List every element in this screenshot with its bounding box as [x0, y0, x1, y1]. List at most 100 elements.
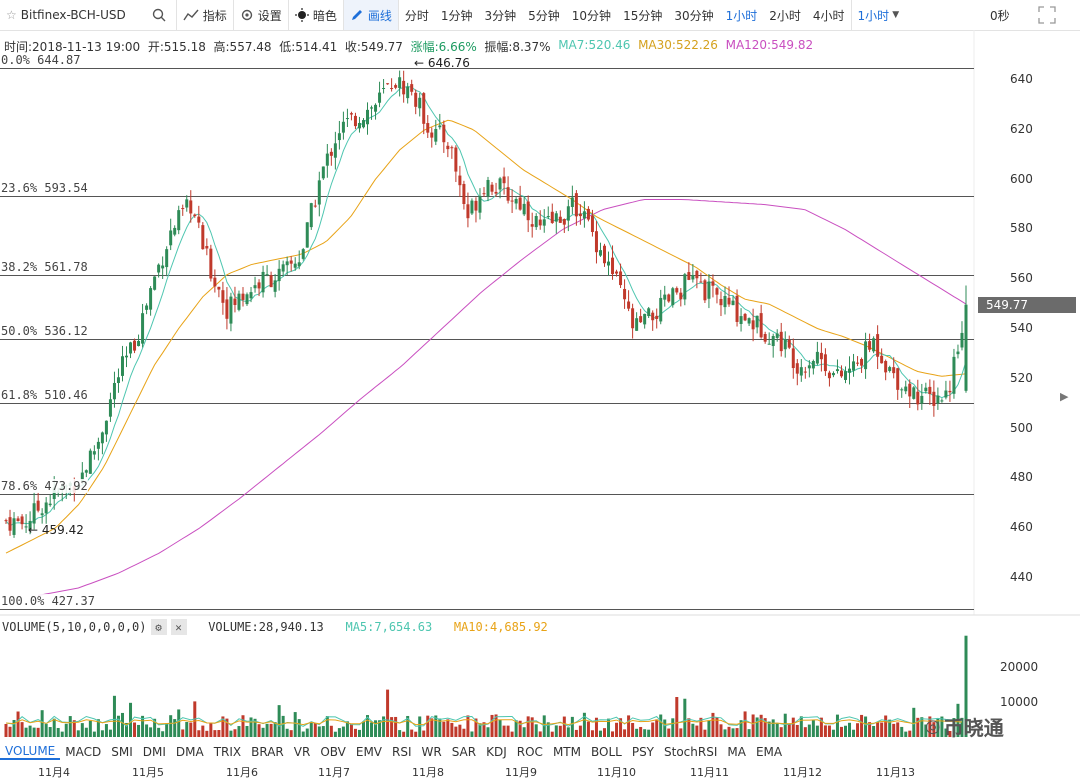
volume-bar [856, 723, 860, 737]
interval-2[interactable]: 3分钟 [484, 8, 517, 23]
volume-close-button[interactable]: ✕ [170, 619, 187, 635]
divider [175, 0, 177, 30]
indicator-tab[interactable]: DMA [175, 744, 204, 759]
volume-bar [120, 712, 124, 737]
interval-8[interactable]: 2小时 [769, 8, 801, 23]
volume-bar [590, 730, 594, 737]
volume-bar [611, 731, 615, 737]
volume-bar [410, 729, 414, 737]
interval-1[interactable]: 1分钟 [440, 8, 473, 23]
candle-body [607, 261, 611, 266]
volume-settings-button[interactable]: ⚙ [150, 619, 167, 635]
candle-body [868, 341, 872, 350]
search-button[interactable] [146, 0, 176, 30]
candle-body [779, 331, 783, 352]
indicator-tab[interactable]: OBV [320, 744, 346, 759]
candle-body [145, 305, 149, 310]
indicator-tab[interactable]: BOLL [590, 744, 622, 759]
volume-bar [594, 717, 598, 737]
candle-body [88, 450, 92, 474]
volume-bar [860, 714, 864, 737]
interval-9[interactable]: 4小时 [812, 8, 845, 23]
volume-bar [28, 725, 32, 737]
candle-body [908, 383, 912, 397]
candle-body [912, 387, 916, 399]
price-tick: 440 [1010, 570, 1033, 584]
indicator-tab[interactable]: SAR [451, 744, 477, 759]
candle-body [129, 342, 133, 354]
interval-7[interactable]: 1小时 [725, 8, 758, 23]
interval-5[interactable]: 15分钟 [623, 8, 663, 23]
settings-button[interactable]: 设置 [234, 0, 288, 30]
candle-body [546, 216, 550, 218]
indicator-tab[interactable]: MACD [65, 744, 102, 759]
volume-bar [129, 702, 133, 737]
candle-body [125, 355, 129, 358]
indicator-tab[interactable]: StochRSI [664, 744, 718, 759]
interval-6[interactable]: 30分钟 [674, 8, 714, 23]
indicator-tab[interactable]: BRAR [251, 744, 284, 759]
indicator-tab[interactable]: SMI [111, 744, 133, 759]
theme-label: 暗色 [312, 8, 337, 23]
indicators-button[interactable]: 指标 [177, 0, 233, 30]
fullscreen-icon[interactable] [1036, 4, 1058, 26]
candle-body [133, 340, 137, 351]
star-icon[interactable]: ☆ [6, 8, 17, 22]
candle-body [44, 502, 48, 514]
volume-bar [663, 719, 667, 737]
volume-bar [703, 729, 707, 737]
ma30-line-group [5, 119, 967, 554]
candle-body [153, 276, 157, 290]
indicator-tab[interactable]: DMI [142, 744, 166, 759]
indicator-tab[interactable]: WR [421, 744, 442, 759]
interval-0[interactable]: 分时 [404, 8, 429, 23]
indicator-tab[interactable]: VOLUME [0, 744, 61, 760]
divider [287, 0, 289, 30]
candle-body [795, 363, 799, 374]
interval-4[interactable]: 10分钟 [571, 8, 612, 23]
symbol-selector[interactable]: ☆ Bitfinex-BCH-USD [0, 0, 132, 30]
candle-body [112, 382, 116, 400]
volume-bar [884, 715, 888, 737]
date-tick: 11月10 [597, 766, 636, 779]
candle-body [209, 248, 213, 279]
interval-3[interactable]: 5分钟 [528, 8, 560, 23]
volume-bar [671, 718, 675, 737]
volume-bar [333, 731, 337, 737]
dark-theme-button[interactable]: 暗色 [289, 0, 343, 30]
volume-bar [803, 727, 807, 737]
watermark: ◎ 币晓通 [925, 712, 1004, 741]
volume-bar [100, 730, 104, 737]
indicator-tab[interactable]: EMA [755, 744, 783, 759]
candle-body [940, 400, 944, 402]
volume-bar [711, 712, 715, 737]
interval-dropdown[interactable]: 1小时 ▼ [852, 0, 906, 30]
indicator-tab[interactable]: EMV [355, 744, 383, 759]
indicator-tab[interactable]: TRIX [213, 744, 242, 759]
candle-body [936, 395, 940, 404]
divider [232, 0, 234, 30]
candle-body [285, 261, 289, 266]
candle-body [257, 282, 261, 289]
chevron-right-icon[interactable]: ▶ [1060, 390, 1069, 403]
volume-bar [418, 716, 422, 737]
candle-body [647, 308, 651, 317]
candle-body [422, 93, 426, 124]
draw-line-button[interactable]: 画线 [343, 0, 398, 30]
indicator-tab[interactable]: RSI [392, 744, 412, 759]
indicator-tab[interactable]: KDJ [486, 744, 507, 759]
indicator-tab[interactable]: MA [727, 744, 746, 759]
indicator-tab[interactable]: ROC [516, 744, 543, 759]
volume-bar [133, 722, 137, 737]
candle-body [619, 271, 623, 286]
indicator-tab[interactable]: PSY [631, 744, 655, 759]
volume-bar [739, 720, 743, 737]
indicator-tab[interactable]: VR [293, 744, 311, 759]
volume-bar [329, 725, 333, 737]
indicator-tab[interactable]: MTM [552, 744, 581, 759]
candle-body [944, 390, 948, 398]
volume-bar [562, 716, 566, 737]
volume-bar [699, 717, 703, 737]
candle-body [615, 271, 619, 274]
